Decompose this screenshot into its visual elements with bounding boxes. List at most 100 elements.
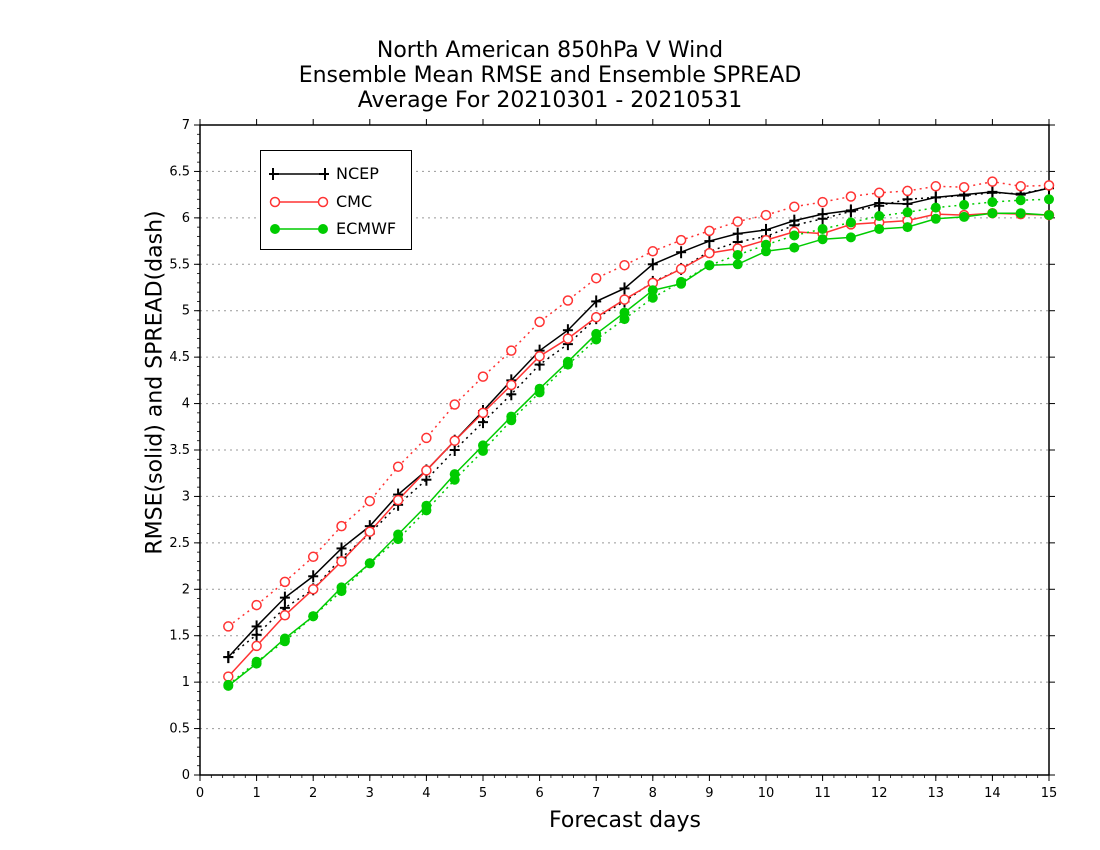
series-ecmwf-rmse-point: [336, 582, 347, 593]
series-cmc-spread-point: [732, 216, 743, 227]
legend-item-ncep: NCEP: [269, 163, 409, 185]
series-ecmwf-rmse-point: [223, 680, 234, 691]
x-tick-label: 8: [649, 786, 657, 801]
series-cmc-spread-point: [421, 432, 432, 444]
x-tick-label: 4: [422, 786, 430, 801]
series-cmc-spread-point: [279, 576, 291, 588]
y-tick-label: 1: [182, 675, 190, 690]
series-cmc-spread-point: [789, 201, 800, 212]
x-tick-label: 0: [196, 786, 204, 801]
series-ecmwf-rmse-point: [534, 383, 545, 394]
series-ecmwf-spread-point: [845, 217, 856, 228]
series-ecmwf-rmse-point: [732, 259, 743, 270]
series-cmc-rmse-point: [590, 311, 602, 323]
series-cmc-spread-point: [307, 551, 319, 563]
series-ecmwf-spread-line: [227, 198, 1050, 686]
x-tick-label: 3: [366, 786, 374, 801]
series-ecmwf-rmse-point: [676, 278, 687, 289]
series-ecmwf-spread-point: [1015, 195, 1026, 206]
y-tick-label: 0.5: [169, 722, 190, 737]
legend-marker-ecmwf: [270, 224, 328, 234]
series-cmc-spread-point: [873, 187, 885, 199]
series-cmc-spread-point: [704, 225, 715, 237]
series-ecmwf-rmse-point: [845, 232, 856, 243]
series-ecmwf-spread-point: [959, 199, 970, 210]
series-cmc-rmse-point: [704, 247, 715, 259]
series-ecmwf-spread-point: [817, 224, 828, 234]
series-ncep-rmse-line: [227, 187, 1050, 658]
x-tick-label: 11: [814, 786, 831, 801]
series-ecmwf-rmse-point: [478, 440, 488, 451]
series-ecmwf-rmse-point: [959, 211, 970, 222]
series-cmc-spread-point: [534, 316, 545, 328]
series-cmc-spread-point: [506, 345, 517, 356]
series-ecmwf-rmse-point: [1015, 208, 1026, 219]
series-cmc-spread-point: [817, 196, 828, 208]
series-cmc-spread-point: [760, 209, 772, 221]
series-cmc-rmse-point: [279, 610, 291, 621]
series-cmc-spread-point: [930, 181, 942, 192]
y-tick-label: 5: [182, 304, 190, 319]
series-ecmwf-spread-point: [1044, 194, 1054, 205]
series-ecmwf-rmse-point: [902, 222, 913, 233]
series-cmc-spread-point: [223, 621, 234, 632]
series-ecmwf-rmse-point: [506, 411, 517, 422]
series-ecmwf-rmse-point: [987, 208, 998, 219]
series-cmc-rmse-point: [223, 671, 234, 682]
series-cmc-rmse-line: [227, 212, 1050, 678]
series-ecmwf-rmse-point: [619, 307, 630, 318]
series-ecmwf-rmse-point: [393, 529, 404, 540]
series-cmc-spread-point: [987, 176, 998, 187]
series-ecmwf-rmse-point: [761, 246, 771, 257]
series-cmc-rmse-point: [675, 263, 687, 275]
chart-legend: NCEP CMC ECMWF: [260, 150, 412, 250]
series-cmc-spread-point: [845, 191, 857, 202]
x-tick-label: 1: [252, 786, 260, 801]
series-cmc-rmse-point: [307, 584, 319, 595]
series-cmc-spread-point: [449, 399, 460, 410]
y-tick-label: 4: [182, 397, 190, 412]
series-ecmwf-rmse-point: [364, 558, 375, 569]
series-cmc-spread-point: [336, 520, 347, 532]
series-ecmwf-spread-point: [874, 211, 885, 221]
series-ecmwf-rmse-point: [930, 213, 941, 224]
series-cmc-spread-point: [392, 461, 404, 472]
y-tick-label: 0: [182, 768, 190, 783]
series-cmc-spread-point: [251, 599, 262, 611]
series-cmc-spread-point: [1043, 180, 1055, 191]
series-cmc-rmse-point: [619, 294, 630, 305]
series-cmc-spread-point: [958, 181, 970, 193]
x-tick-label: 14: [984, 786, 1001, 801]
series-ncep-spread-line: [227, 187, 1050, 658]
series-cmc-spread-point: [902, 185, 913, 197]
series-cmc-rmse-point: [534, 350, 545, 362]
series-ecmwf-spread-point: [647, 292, 658, 303]
x-tick-label: 2: [309, 786, 317, 801]
y-tick-label: 3.5: [169, 443, 190, 458]
y-tick-label: 2.5: [169, 536, 190, 551]
legend-marker-ncep: [269, 168, 329, 180]
y-tick-label: 5.5: [169, 257, 190, 272]
series-cmc-rmse-point: [506, 379, 517, 391]
y-tick-label: 1.5: [169, 629, 190, 644]
x-tick-label: 12: [871, 786, 888, 801]
y-axis-label: RMSE(solid) and SPREAD(dash): [142, 210, 168, 555]
series-cmc-spread-point: [562, 295, 574, 306]
series-cmc-spread-point: [1015, 181, 1026, 192]
series-cmc-spread-point: [477, 371, 489, 382]
series-ecmwf-spread-point: [930, 202, 941, 213]
y-tick-label: 2: [182, 582, 190, 597]
y-tick-label: 6: [182, 211, 190, 226]
legend-item-cmc: CMC: [269, 191, 409, 213]
series-ecmwf-spread-point: [732, 250, 743, 260]
chart-title-line-3: Average For 20210301 - 20210531: [357, 88, 743, 113]
chart-title-line-1: North American 850hPa V Wind: [376, 38, 724, 63]
x-tick-label: 6: [535, 786, 543, 801]
series-cmc-spread-point: [647, 246, 659, 257]
x-tick-label: 7: [592, 786, 600, 801]
x-tick-label: 10: [758, 786, 775, 801]
x-tick-label: 13: [928, 786, 945, 801]
series-ecmwf-spread-point: [789, 230, 800, 241]
y-tick-label: 3: [182, 489, 190, 504]
